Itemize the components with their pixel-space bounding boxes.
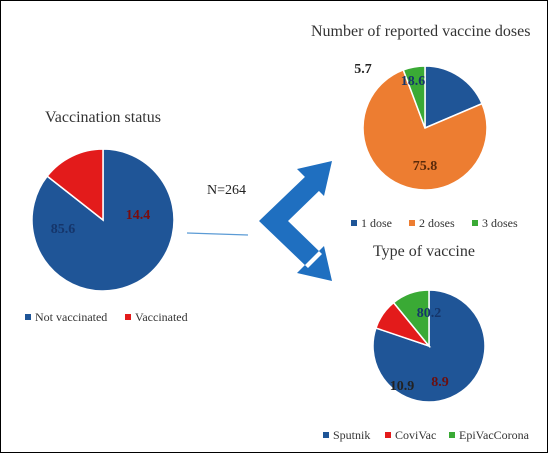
legend-swatch-1-dose [351, 220, 357, 226]
data-label-epivaccorona: 10.9 [390, 379, 415, 394]
pie-slice-1-dose [424, 65, 484, 130]
connector-line [186, 232, 249, 236]
legend-vaccine-doses: 1 dose 2 doses 3 doses [351, 216, 518, 230]
legend-swatch-not-vaccinated [25, 314, 31, 320]
pie-slice-sputnik [372, 289, 486, 403]
pie-vaccine-type: 80.2 8.9 10.9 [372, 289, 486, 403]
legend-swatch-2-doses [409, 220, 415, 226]
legend-label-2-doses: 2 doses [419, 216, 455, 230]
legend-label-1-dose: 1 dose [361, 216, 392, 230]
pie-slice-epivaccorona [392, 289, 430, 349]
legend-swatch-vaccinated [125, 314, 131, 320]
legend-swatch-epivaccorona [449, 432, 455, 438]
sample-size-label: N=264 [207, 183, 246, 198]
chart-title-doses: Number of reported vaccine doses [311, 23, 530, 40]
data-label-3-doses: 5.7 [354, 62, 372, 77]
data-label-2-doses: 75.8 [413, 159, 438, 174]
split-arrow-shape [259, 161, 332, 281]
legend-label-epivaccorona: EpiVacCorona [459, 428, 530, 442]
pie-vaccine-doses: 18.6 75.8 5.7 [354, 62, 488, 191]
legend-label-not-vaccinated: Not vaccinated [35, 310, 107, 324]
legend-label-covivac: CoviVac [395, 428, 436, 442]
legend-swatch-3-doses [472, 220, 478, 226]
legend-swatch-covivac [385, 432, 391, 438]
data-label-not-vaccinated: 85.6 [51, 222, 76, 237]
data-label-covivac: 8.9 [431, 375, 449, 390]
legend-vaccination-status: Not vaccinated Vaccinated [25, 310, 188, 324]
legend-label-3-doses: 3 doses [482, 216, 518, 230]
data-label-vaccinated: 14.4 [126, 208, 151, 223]
legend-label-vaccinated: Vaccinated [135, 310, 188, 324]
legend-label-sputnik: Sputnik [333, 428, 370, 442]
pie-slice-3-doses [402, 65, 426, 129]
pie-slice-vaccinated [46, 148, 104, 222]
pie-slice-2-doses [362, 68, 488, 191]
data-label-1-dose: 18.6 [401, 74, 426, 89]
chart-title-vaccine-type: Type of vaccine [373, 243, 475, 260]
legend-swatch-sputnik [323, 432, 329, 438]
data-label-sputnik: 80.2 [417, 306, 442, 321]
pie-vaccination-status: 85.6 14.4 [31, 148, 175, 292]
legend-vaccine-type: Sputnik CoviVac EpiVacCorona [323, 428, 530, 442]
chart-title-vaccination-status: Vaccination status [45, 109, 161, 126]
